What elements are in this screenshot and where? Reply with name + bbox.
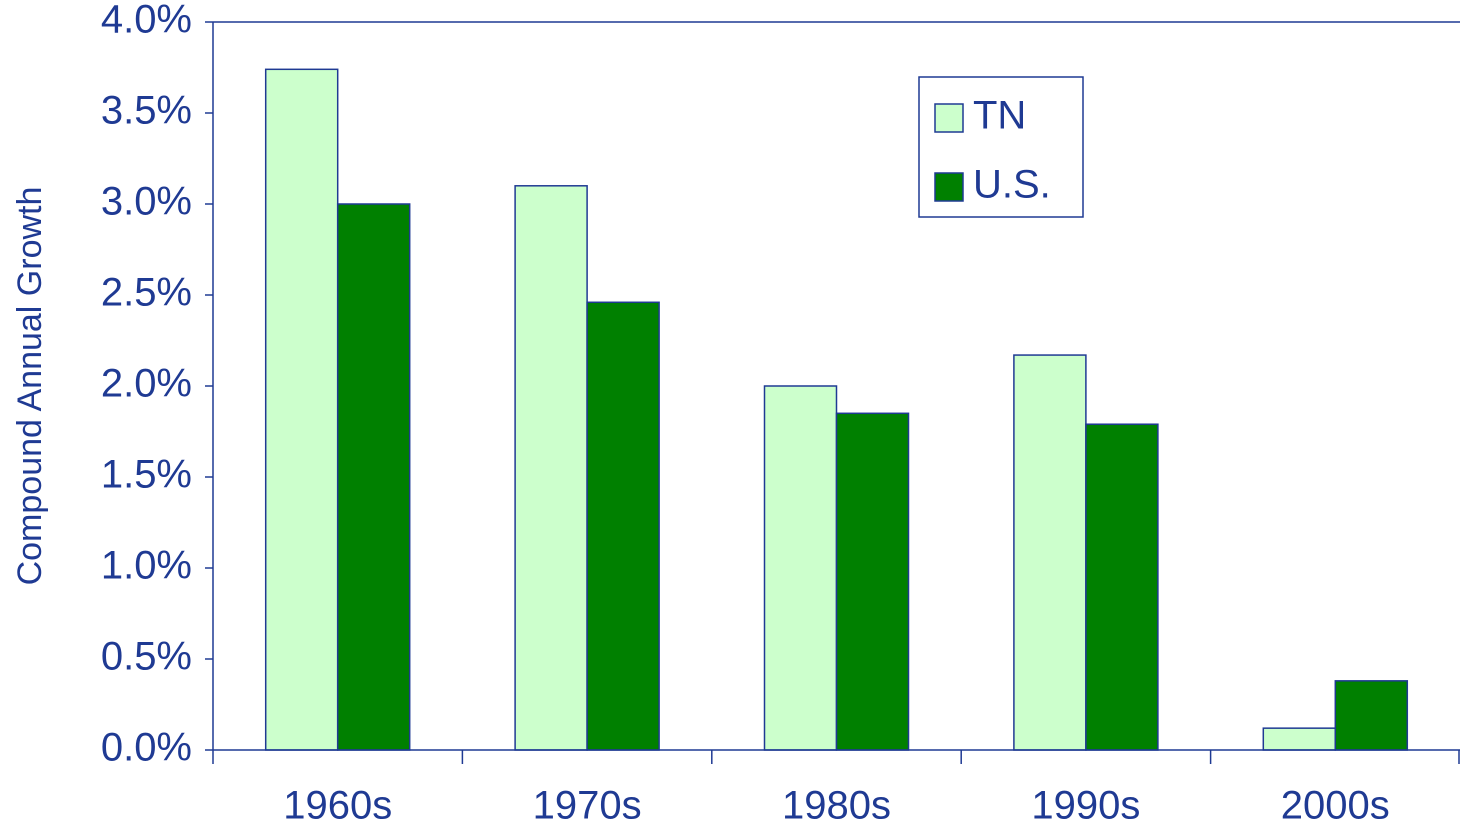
- x-tick-label: 2000s: [1281, 784, 1390, 828]
- y-tick-label: 0.5%: [101, 635, 192, 679]
- x-tick-label: 1970s: [533, 784, 642, 828]
- y-tick-label: 0.0%: [101, 726, 192, 770]
- bar: [835, 412, 910, 751]
- y-tick-label: 2.0%: [101, 362, 192, 406]
- legend-swatch: [934, 172, 964, 202]
- legend-label: TN: [973, 94, 1026, 138]
- bar: [514, 185, 588, 751]
- bar: [586, 301, 660, 751]
- bar: [1262, 727, 1337, 751]
- x-tick-label: 1980s: [782, 784, 891, 828]
- bar: [336, 203, 411, 751]
- y-tick-label: 1.5%: [101, 453, 192, 497]
- legend-swatch: [934, 103, 964, 133]
- x-tick-label: 1960s: [283, 784, 392, 828]
- x-tick-label: 1990s: [1031, 784, 1140, 828]
- y-tick-label: 2.5%: [101, 271, 192, 315]
- bar: [1085, 423, 1159, 751]
- bar: [763, 385, 838, 751]
- y-tick-label: 3.5%: [101, 89, 192, 133]
- bar: [1013, 354, 1087, 751]
- y-axis-label: Compound Annual Growth: [11, 187, 49, 586]
- bar: [1334, 680, 1409, 751]
- y-tick-label: 4.0%: [101, 0, 192, 42]
- y-tick-label: 1.0%: [101, 544, 192, 588]
- legend-label: U.S.: [973, 163, 1051, 207]
- bar: [264, 68, 339, 751]
- y-tick-label: 3.0%: [101, 180, 192, 224]
